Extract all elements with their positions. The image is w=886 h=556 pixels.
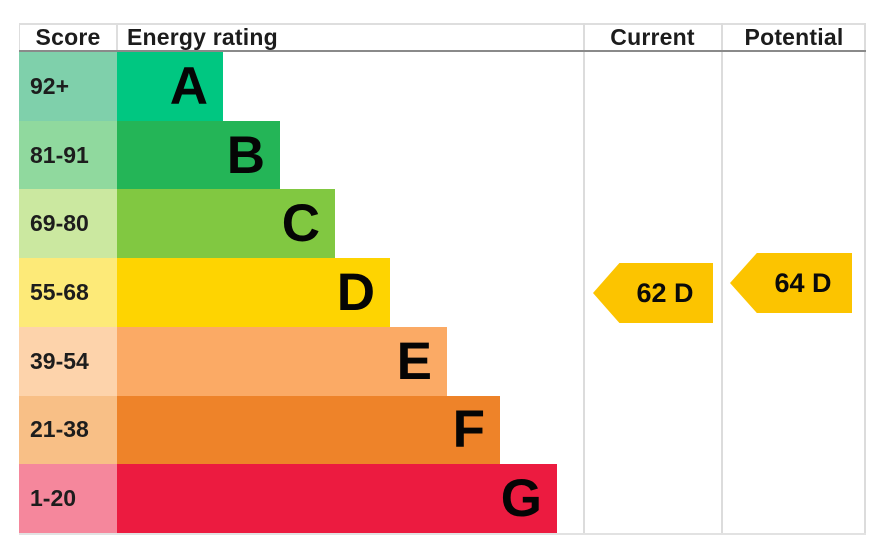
current-rating-arrow: 62 D	[593, 263, 713, 323]
score-column-divider	[116, 23, 118, 52]
band-rows: 92+ A 81-91 B 69-80 C 55-68 D 39-54	[19, 52, 866, 534]
band-row: 55-68 D	[19, 258, 866, 327]
header-potential: Potential	[744, 23, 844, 50]
band-bar-e: E	[117, 326, 447, 396]
current-rating-label: 62 D	[636, 277, 694, 308]
band-bar-b: B	[117, 120, 280, 190]
header-left-border	[19, 23, 20, 52]
band-row: 92+ A	[19, 52, 866, 121]
band-bar-a: A	[117, 52, 223, 121]
header-energy-rating: Energy rating	[127, 23, 278, 50]
band-score-range: 1-20	[19, 464, 117, 534]
table-bottom-border	[19, 533, 866, 535]
band-letter: A	[169, 56, 208, 116]
band-letter: E	[396, 331, 432, 391]
header-underline	[19, 50, 866, 52]
current-column-divider	[583, 23, 585, 535]
band-letter: B	[226, 125, 265, 185]
potential-rating-arrow: 64 D	[730, 253, 852, 313]
band-bar-c: C	[117, 189, 335, 259]
band-row: 69-80 C	[19, 189, 866, 259]
band-letter: C	[281, 194, 320, 254]
potential-rating-label: 64 D	[774, 267, 832, 298]
band-row: 1-20 G	[19, 464, 866, 534]
band-letter: F	[452, 400, 485, 460]
table-top-border	[19, 23, 866, 25]
band-bar-f: F	[117, 395, 500, 465]
band-score-range: 21-38	[19, 395, 117, 465]
band-row: 21-38 F	[19, 395, 866, 465]
band-score-range: 39-54	[19, 326, 117, 396]
band-letter: G	[500, 469, 542, 529]
band-score-range: 92+	[19, 52, 117, 121]
band-bar-g: G	[117, 464, 557, 534]
band-score-range: 81-91	[19, 120, 117, 190]
band-score-range: 55-68	[19, 258, 117, 327]
potential-column-divider	[721, 23, 723, 535]
band-bar-d: D	[117, 258, 390, 327]
band-row: 81-91 B	[19, 120, 866, 190]
band-letter: D	[336, 263, 375, 323]
band-row: 39-54 E	[19, 326, 866, 396]
header-current: Current	[610, 23, 695, 50]
table-right-border	[864, 23, 866, 535]
header-score: Score	[35, 23, 101, 50]
band-score-range: 69-80	[19, 189, 117, 259]
